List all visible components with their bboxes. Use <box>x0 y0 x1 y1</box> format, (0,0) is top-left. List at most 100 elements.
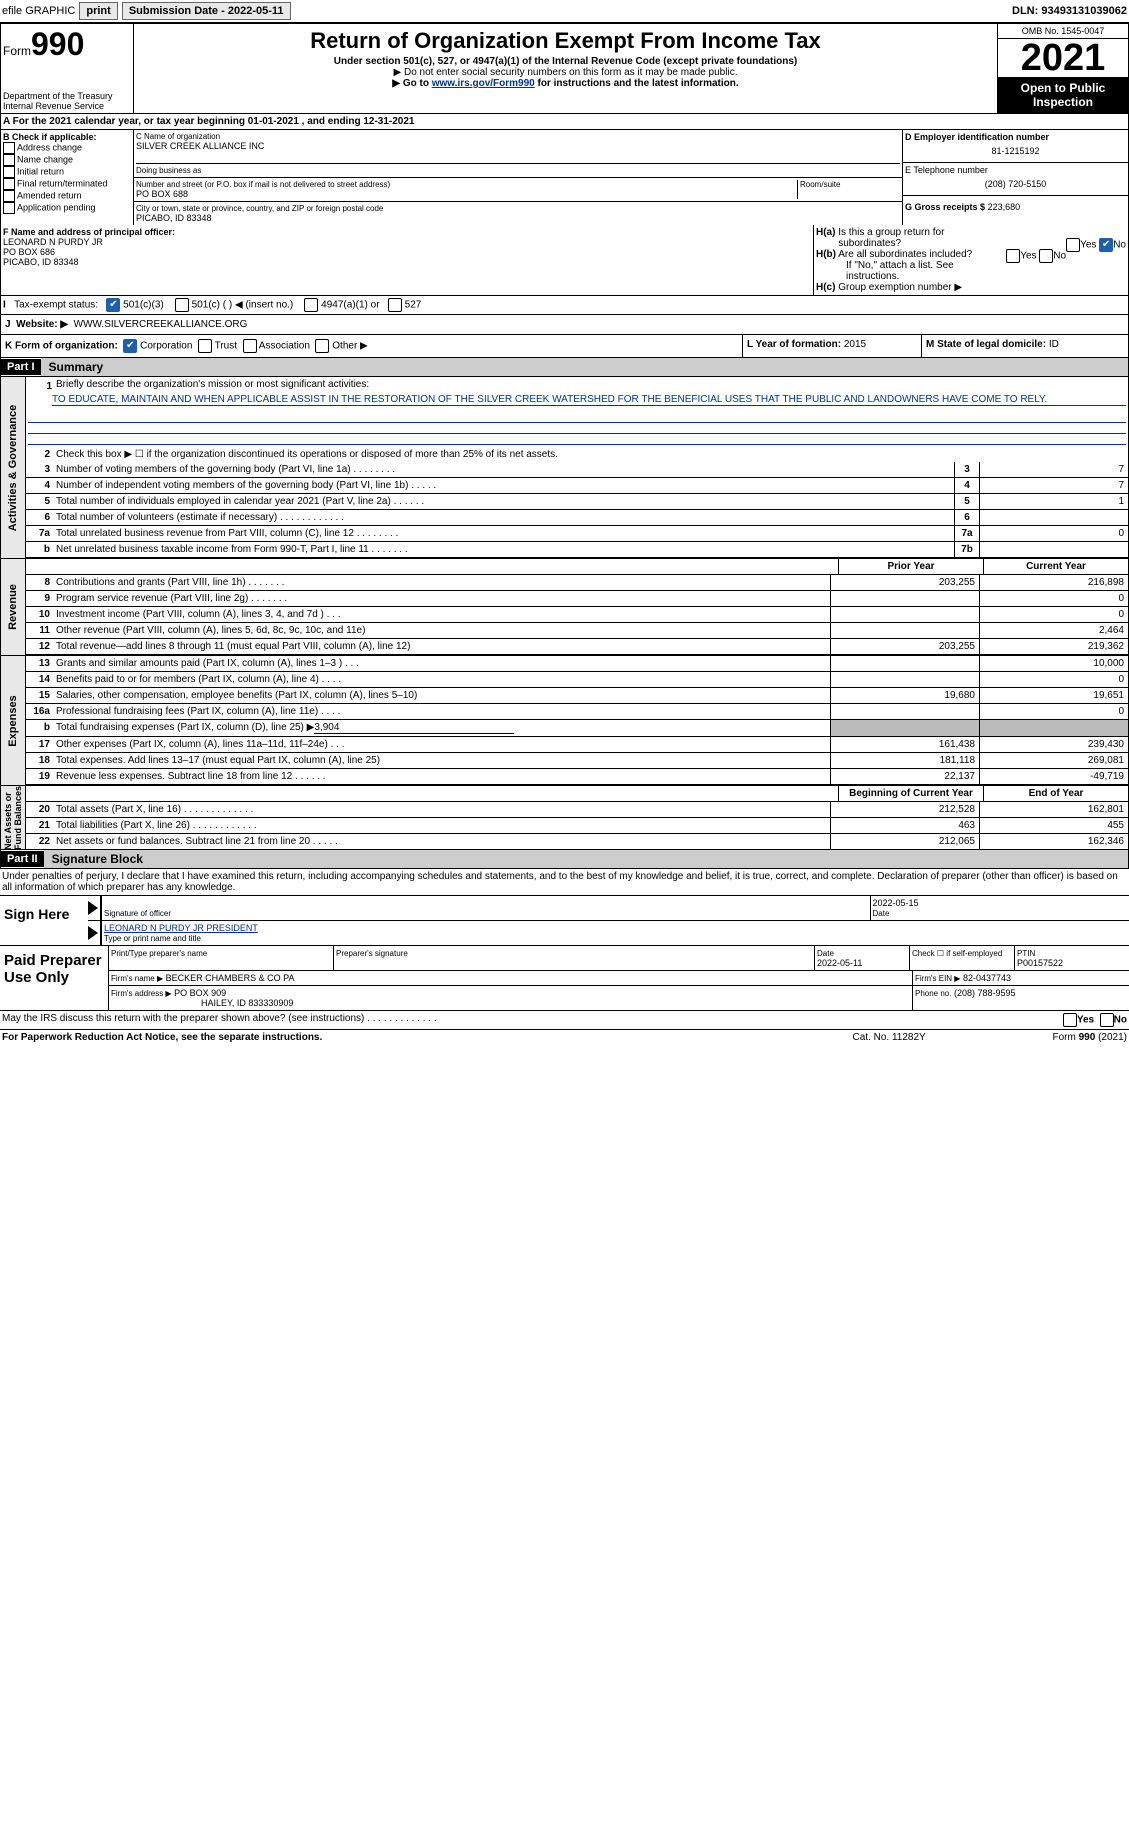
p12: 203,255 <box>830 639 979 654</box>
net-assets-tab: Net Assets orFund Balances <box>3 785 23 849</box>
firm-addr2: HAILEY, ID 833330909 <box>201 998 293 1008</box>
city-label: City or town, state or province, country… <box>136 204 900 213</box>
line-2: Check this box ▶ ☐ if the organization d… <box>54 447 1128 462</box>
h-c: H(c) Group exemption number ▶ <box>816 282 1126 293</box>
b22: 212,065 <box>830 834 979 849</box>
firm-name-label: Firm's name ▶ <box>111 974 163 983</box>
val-7a: 0 <box>979 526 1128 541</box>
gross-receipts-value: 223,680 <box>988 202 1021 212</box>
revenue-tab: Revenue <box>7 584 19 630</box>
e20: 162,801 <box>979 802 1128 817</box>
year-formation: L Year of formation: 2015 <box>743 335 922 357</box>
form-of-org: K Form of organization: ✔ Corporation Tr… <box>1 335 743 357</box>
p16b <box>830 720 979 736</box>
c17: 239,430 <box>979 737 1128 752</box>
perjury-statement: Under penalties of perjury, I declare th… <box>0 869 1129 896</box>
p8: 203,255 <box>830 575 979 590</box>
cat-no: Cat. No. 11282Y <box>853 1032 1053 1043</box>
p13 <box>830 656 979 671</box>
sig-date: 2022-05-15 <box>873 898 919 908</box>
chk-name-change[interactable]: Name change <box>3 154 131 166</box>
line-13: Grants and similar amounts paid (Part IX… <box>54 656 830 671</box>
e21: 455 <box>979 818 1128 833</box>
ptin-label: PTIN <box>1017 949 1035 958</box>
line-10: Investment income (Part VIII, column (A)… <box>54 607 830 622</box>
name-title-label: Type or print name and title <box>104 934 201 943</box>
p11 <box>830 623 979 638</box>
chk-amended-return[interactable]: Amended return <box>3 190 131 202</box>
org-name-label: C Name of organization <box>136 132 900 141</box>
c11: 2,464 <box>979 623 1128 638</box>
chk-initial-return[interactable]: Initial return <box>3 166 131 178</box>
gross-receipts-label: G Gross receipts $ <box>905 202 985 212</box>
phone-label: E Telephone number <box>905 165 1126 175</box>
p16a <box>830 704 979 719</box>
goto-note: ▶ Go to www.irs.gov/Form990 for instruct… <box>136 78 995 89</box>
addr-label: Number and street (or P.O. box if mail i… <box>136 180 797 189</box>
firm-addr-label: Firm's address ▶ <box>111 989 172 998</box>
open-to-public: Open to Public Inspection <box>998 77 1128 113</box>
irs-link[interactable]: www.irs.gov/Form990 <box>432 78 535 89</box>
firm-phone: (208) 788-9595 <box>954 988 1016 998</box>
tax-exempt-status: I Tax-exempt status: ✔ 501(c)(3) 501(c) … <box>0 296 1129 315</box>
line-16a: Professional fundraising fees (Part IX, … <box>54 704 830 719</box>
irs-no[interactable]: No <box>1100 1013 1127 1027</box>
org-address: PO BOX 688 <box>136 189 797 199</box>
line-4: Number of independent voting members of … <box>54 478 954 493</box>
tax-year: 2021 <box>998 39 1128 77</box>
b20: 212,528 <box>830 802 979 817</box>
chk-app-pending[interactable]: Application pending <box>3 202 131 214</box>
state-domicile: M State of legal domicile: ID <box>922 335 1128 357</box>
mission-text: TO EDUCATE, MAINTAIN AND WHEN APPLICABLE… <box>52 394 1126 406</box>
line-16b: Total fundraising expenses (Part IX, col… <box>54 720 830 736</box>
chk-final-return[interactable]: Final return/terminated <box>3 178 131 190</box>
print-button[interactable]: print <box>79 2 117 20</box>
line-11: Other revenue (Part VIII, column (A), li… <box>54 623 830 638</box>
sig-date-label: Date <box>873 909 890 918</box>
c16b <box>979 720 1128 736</box>
c10: 0 <box>979 607 1128 622</box>
form-990: Form990 <box>3 26 131 63</box>
form-footer: Form 990 (2021) <box>1053 1032 1127 1043</box>
dba-label: Doing business as <box>136 163 900 175</box>
sign-here-label: Sign Here <box>0 896 88 945</box>
prep-name-label: Print/Type preparer's name <box>111 949 207 958</box>
line-7a: Total unrelated business revenue from Pa… <box>54 526 954 541</box>
firm-name: BECKER CHAMBERS & CO PA <box>166 973 295 983</box>
boy-hdr: Beginning of Current Year <box>838 786 983 801</box>
officer-label: F Name and address of principal officer: <box>3 227 811 237</box>
chk-address-change[interactable]: Address change <box>3 142 131 154</box>
website-row: J Website: ▶ WWW.SILVERCREEKALLIANCE.ORG <box>0 315 1129 335</box>
officer-addr: PO BOX 686 <box>3 247 811 257</box>
val-6 <box>979 510 1128 525</box>
val-4: 7 <box>979 478 1128 493</box>
website-value: WWW.SILVERCREEKALLIANCE.ORG <box>74 319 248 330</box>
e22: 162,346 <box>979 834 1128 849</box>
line-18: Total expenses. Add lines 13–17 (must eq… <box>54 753 830 768</box>
p18: 181,118 <box>830 753 979 768</box>
part-2-header: Part II <box>1 851 44 867</box>
line-17: Other expenses (Part IX, column (A), lin… <box>54 737 830 752</box>
firm-phone-label: Phone no. <box>915 989 951 998</box>
activities-governance-tab: Activities & Governance <box>7 404 19 531</box>
irs-yes[interactable]: Yes <box>1063 1013 1094 1027</box>
val-5: 1 <box>979 494 1128 509</box>
c18: 269,081 <box>979 753 1128 768</box>
officer-city: PICABO, ID 83348 <box>3 257 811 267</box>
prep-date: 2022-05-11 <box>817 958 862 968</box>
c16a: 0 <box>979 704 1128 719</box>
sig-officer-label: Signature of officer <box>104 909 171 918</box>
dept-treasury: Department of the Treasury <box>3 91 131 101</box>
p14 <box>830 672 979 687</box>
line-9: Program service revenue (Part VIII, line… <box>54 591 830 606</box>
p17: 161,438 <box>830 737 979 752</box>
irs-discuss-q: May the IRS discuss this return with the… <box>2 1013 1063 1027</box>
c9: 0 <box>979 591 1128 606</box>
dln: DLN: 93493131039062 <box>1012 5 1127 17</box>
line-3: Number of voting members of the governin… <box>54 462 954 477</box>
p15: 19,680 <box>830 688 979 703</box>
c13: 10,000 <box>979 656 1128 671</box>
p9 <box>830 591 979 606</box>
ssn-note: ▶ Do not enter social security numbers o… <box>136 67 995 78</box>
prep-date-label: Date <box>817 949 834 958</box>
